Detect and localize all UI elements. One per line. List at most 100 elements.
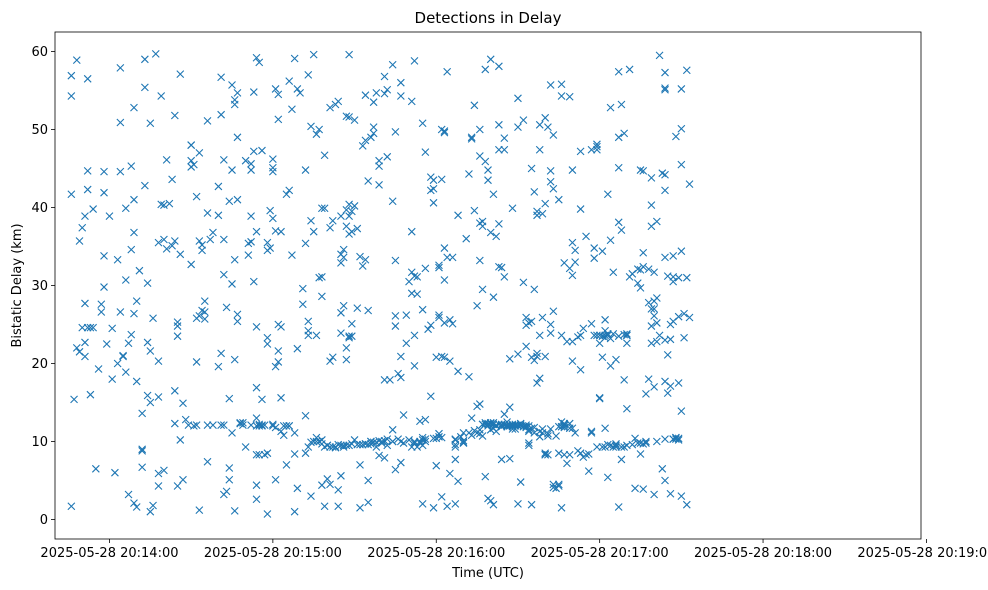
data-point [195, 149, 204, 157]
data-point [222, 487, 231, 496]
data-point [315, 273, 324, 282]
data-point [584, 467, 593, 476]
data-point [168, 175, 176, 184]
data-point [337, 212, 345, 220]
data-point [661, 435, 669, 444]
data-point [644, 265, 653, 274]
data-point [484, 176, 492, 185]
data-point [642, 390, 650, 398]
data-point [421, 435, 430, 444]
data-point [309, 437, 318, 446]
data-point [435, 311, 443, 320]
data-point [146, 347, 155, 355]
data-point [263, 333, 272, 342]
data-point [410, 439, 419, 447]
data-point [342, 205, 351, 214]
data-point [435, 261, 443, 270]
data-point [337, 471, 345, 480]
data-point [252, 495, 261, 504]
data-point [86, 390, 95, 399]
data-point [239, 421, 247, 430]
data-point [500, 410, 509, 419]
data-point [388, 437, 397, 446]
data-point [426, 392, 435, 401]
data-point [541, 199, 550, 208]
data-point [72, 344, 81, 352]
data-point [514, 350, 522, 359]
data-point [268, 214, 277, 223]
data-point [342, 355, 351, 364]
data-point [443, 67, 452, 76]
data-point [328, 443, 337, 451]
data-point [467, 133, 476, 142]
data-point [143, 279, 152, 288]
data-point [451, 440, 460, 449]
data-point [233, 88, 242, 97]
data-point [140, 83, 149, 92]
data-point [290, 429, 299, 437]
data-point [170, 386, 179, 395]
data-point [149, 314, 157, 323]
data-point [459, 439, 468, 447]
data-point [203, 421, 212, 430]
data-point [304, 71, 313, 79]
x-tick-label: 2025-05-28 20:14:00 [40, 546, 178, 561]
data-point [481, 65, 490, 74]
data-point [326, 223, 334, 232]
data-point [598, 443, 607, 451]
data-point [347, 319, 356, 328]
data-point [187, 156, 196, 165]
data-point [546, 320, 555, 329]
data-point [217, 349, 226, 358]
data-point [620, 129, 629, 138]
data-point [451, 455, 460, 464]
data-point [631, 484, 639, 493]
data-point [598, 247, 607, 256]
data-point [500, 145, 509, 154]
data-point [160, 466, 168, 475]
data-point [391, 322, 400, 330]
data-point [432, 461, 441, 470]
data-point [162, 244, 171, 253]
data-point [200, 308, 209, 316]
data-point [396, 352, 405, 361]
data-point [328, 353, 337, 362]
data-point [541, 352, 550, 361]
data-point [195, 506, 204, 515]
data-point [81, 338, 89, 347]
data-point [97, 308, 106, 316]
data-point [470, 101, 479, 110]
data-point [429, 176, 438, 185]
data-point [345, 332, 354, 341]
data-point [225, 475, 234, 484]
data-point [652, 337, 661, 346]
data-point [334, 97, 343, 106]
data-point [568, 166, 577, 174]
data-point [241, 156, 250, 165]
data-point [364, 476, 373, 485]
data-point [467, 414, 476, 422]
data-point [437, 492, 446, 501]
data-point [587, 319, 596, 328]
data-point [650, 490, 659, 499]
data-point [290, 54, 299, 63]
data-point [475, 400, 484, 408]
data-point [345, 200, 354, 209]
data-point [274, 90, 283, 99]
x-tick-label: 2025-05-28 20:17:00 [531, 546, 669, 561]
data-point [383, 152, 392, 161]
data-point [383, 85, 392, 94]
data-point [647, 305, 656, 313]
data-point [181, 415, 190, 424]
data-point [288, 105, 296, 114]
data-point [451, 500, 460, 508]
data-point [307, 122, 315, 131]
data-point [342, 112, 351, 121]
data-point [544, 450, 552, 459]
data-point [661, 170, 669, 179]
data-point [399, 411, 408, 419]
data-point [396, 92, 405, 100]
data-point [198, 246, 206, 255]
y-tick-label: 30 [31, 279, 48, 294]
data-point [565, 92, 574, 101]
